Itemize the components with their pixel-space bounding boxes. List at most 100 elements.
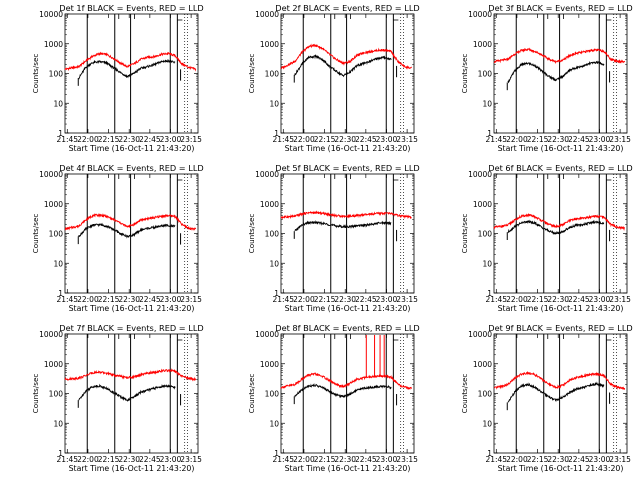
events-series-line [78, 383, 176, 402]
panel-6: Det 6f BLACK = Events, RED = LLD 1 10 100 10… [460, 163, 633, 313]
y-tick-label: 10 [482, 419, 492, 428]
x-tick-label: 21:45 [485, 135, 507, 144]
panel-title: Det 2f BLACK = Events, RED = LLD [275, 3, 419, 13]
x-tick-label: 22:30 [334, 135, 356, 144]
lld-series-line [493, 47, 626, 64]
x-axis-label: Start Time (16-Oct-11 21:43:20) [498, 144, 624, 153]
x-tick-label: 23:00 [160, 135, 182, 144]
x-tick-label: 22:30 [118, 295, 140, 304]
panel-title: Det 8f BLACK = Events, RED = LLD [275, 323, 419, 333]
y-tick-label: 1 [487, 129, 492, 138]
events-series-line [294, 220, 392, 232]
x-tick-label: 22:15 [98, 135, 120, 144]
y-tick-label: 10000 [468, 10, 492, 19]
x-tick-label: 23:15 [180, 455, 202, 464]
x-tick-label: 22:15 [314, 295, 336, 304]
plot-frame [280, 333, 415, 454]
y-tick-label: 1 [58, 129, 63, 138]
x-tick-label: 22:30 [547, 455, 569, 464]
x-tick-label: 22:45 [139, 295, 161, 304]
y-tick-label: 1000 [44, 360, 63, 369]
x-tick-label: 22:45 [355, 455, 377, 464]
x-axis-label: Start Time (16-Oct-11 21:43:20) [285, 464, 411, 473]
x-tick-label: 22:45 [139, 135, 161, 144]
y-tick-label: 1000 [44, 40, 63, 49]
y-tick-label: 1 [487, 449, 492, 458]
x-tick-label: 22:15 [527, 455, 549, 464]
panel-title: Det 7f BLACK = Events, RED = LLD [59, 323, 203, 333]
x-tick-label: 22:00 [77, 135, 99, 144]
panel-title: Det 5f BLACK = Events, RED = LLD [275, 163, 419, 173]
events-series-line [78, 59, 176, 80]
y-axis-label: Counts/sec [31, 374, 40, 414]
y-tick-label: 10 [482, 259, 492, 268]
lld-series-line [493, 370, 626, 390]
x-tick-label: 21:45 [56, 295, 78, 304]
x-tick-label: 22:15 [98, 455, 120, 464]
x-tick-label: 22:15 [98, 295, 120, 304]
x-tick-label: 23:15 [396, 295, 418, 304]
x-tick-label: 22:15 [314, 455, 336, 464]
y-tick-label: 1 [58, 289, 63, 298]
y-tick-label: 10000 [468, 330, 492, 339]
lld-series-line [280, 372, 413, 391]
events-series-line [507, 381, 605, 403]
y-tick-label: 10 [53, 419, 63, 428]
lld-series-line [280, 43, 412, 70]
y-tick-label: 1 [274, 449, 279, 458]
x-tick-label: 22:00 [293, 455, 315, 464]
x-tick-label: 21:45 [272, 135, 294, 144]
y-tick-label: 100 [478, 70, 493, 79]
y-axis-label: Counts/sec [460, 214, 469, 254]
panel-5: Det 5f BLACK = Events, RED = LLD 1 10 100 10… [247, 163, 420, 313]
events-series-line [507, 60, 605, 84]
y-tick-label: 1000 [44, 200, 63, 209]
plot-frame [64, 173, 199, 294]
panel-3: Det 3f BLACK = Events, RED = LLD 1 10 100 10… [460, 3, 633, 153]
x-tick-label: 23:00 [589, 295, 611, 304]
y-tick-label: 100 [478, 390, 493, 399]
x-tick-label: 22:00 [506, 455, 528, 464]
x-tick-label: 22:15 [527, 135, 549, 144]
x-axis-label: Start Time (16-Oct-11 21:43:20) [285, 144, 411, 153]
panel-4: Det 4f BLACK = Events, RED = LLD 1 10 100 10… [31, 163, 204, 313]
panel-1: Det 1f BLACK = Events, RED = LLD 1 10 100 10… [31, 3, 204, 153]
panel-7: Det 7f BLACK = Events, RED = LLD 1 10 100 10… [31, 323, 204, 473]
x-tick-label: 22:30 [118, 135, 140, 144]
x-tick-label: 22:30 [547, 295, 569, 304]
y-tick-label: 10 [53, 99, 63, 108]
y-axis-label: Counts/sec [31, 54, 40, 94]
y-tick-label: 1 [487, 289, 492, 298]
x-axis-label: Start Time (16-Oct-11 21:43:20) [498, 304, 624, 313]
y-tick-label: 1 [274, 129, 279, 138]
x-tick-label: 23:15 [609, 295, 631, 304]
x-tick-label: 22:45 [355, 135, 377, 144]
y-tick-label: 10000 [39, 170, 63, 179]
y-tick-label: 1000 [473, 200, 492, 209]
x-tick-label: 21:45 [485, 455, 507, 464]
y-tick-label: 10 [269, 419, 279, 428]
x-tick-label: 22:15 [527, 295, 549, 304]
y-tick-label: 10 [269, 99, 279, 108]
x-tick-label: 23:00 [589, 135, 611, 144]
y-tick-label: 10 [482, 99, 492, 108]
panel-title: Det 6f BLACK = Events, RED = LLD [488, 163, 632, 173]
x-tick-label: 23:15 [609, 455, 631, 464]
panel-2: Det 2f BLACK = Events, RED = LLD 1 10 100 10… [247, 3, 420, 153]
x-tick-label: 23:00 [376, 135, 398, 144]
y-axis-label: Counts/sec [247, 374, 256, 414]
x-tick-label: 22:30 [547, 135, 569, 144]
x-tick-label: 22:00 [77, 455, 99, 464]
panel-title: Det 3f BLACK = Events, RED = LLD [488, 3, 632, 13]
y-tick-label: 100 [478, 230, 493, 239]
y-tick-label: 1 [58, 449, 63, 458]
y-tick-label: 10000 [468, 170, 492, 179]
x-axis-label: Start Time (16-Oct-11 21:43:20) [498, 464, 624, 473]
y-tick-label: 10000 [255, 170, 279, 179]
x-tick-label: 22:45 [139, 455, 161, 464]
x-tick-label: 23:15 [396, 135, 418, 144]
x-tick-label: 22:00 [506, 135, 528, 144]
x-tick-label: 21:45 [56, 135, 78, 144]
x-tick-label: 21:45 [56, 455, 78, 464]
